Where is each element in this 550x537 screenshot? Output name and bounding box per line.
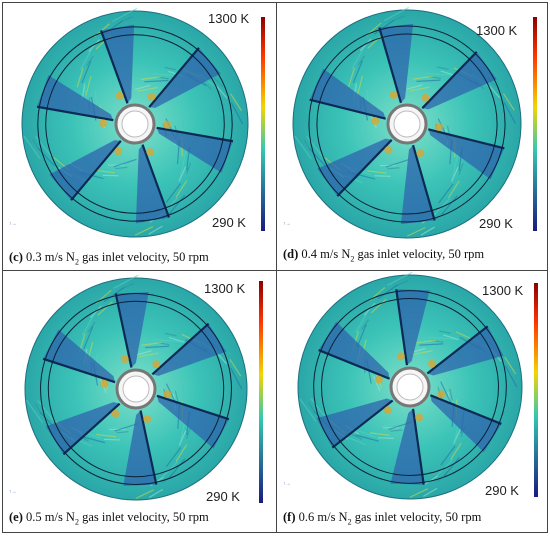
hot-spot <box>163 121 171 129</box>
caption-text-before: 0.4 m/s N <box>301 247 350 261</box>
hot-spot <box>164 390 172 398</box>
caption-text-after: gas inlet velocity, 50 rpm <box>79 510 209 524</box>
color-scale-bar <box>533 17 537 231</box>
caption-text-before: 0.5 m/s N <box>26 510 75 524</box>
hub-bore <box>123 376 149 402</box>
axis-triad-icon: ↑→ <box>283 481 291 487</box>
hot-spot <box>114 147 122 155</box>
scale-min-label: 290 K <box>485 483 519 498</box>
panel-d: 1300 K 290 K ↑→ (d) 0.4 m/s N2 gas inlet… <box>277 3 549 269</box>
panel-letter: (d) <box>283 247 298 261</box>
hot-spot <box>152 360 160 368</box>
hot-spot <box>121 355 129 363</box>
hot-spot <box>415 414 423 422</box>
hot-spot <box>390 91 398 99</box>
color-scale-bar <box>534 283 538 497</box>
hot-spot <box>146 148 154 156</box>
caption-text-after: gas inlet velocity, 50 rpm <box>352 510 482 524</box>
caption-text-before: 0.3 m/s N <box>26 250 75 264</box>
panel-caption: (d) 0.4 m/s N2 gas inlet velocity, 50 rp… <box>283 247 484 264</box>
hub-bore <box>122 111 148 137</box>
color-scale-bar <box>259 281 263 503</box>
caption-text-before: 0.6 m/s N <box>299 510 348 524</box>
hot-spot <box>397 352 405 360</box>
scale-max-label: 1300 K <box>204 281 245 296</box>
hot-spot <box>375 376 383 384</box>
hub-bore <box>394 111 420 137</box>
panel-f: 1300 K 290 K ↑→ (f) 0.6 m/s N2 gas inlet… <box>277 271 549 537</box>
scale-min-label: 290 K <box>206 489 240 504</box>
panel-c: 1300 K 290 K ↑→ (c) 0.3 m/s N2 gas inlet… <box>3 3 275 269</box>
hot-spot <box>371 117 379 125</box>
flow-streak <box>104 439 120 440</box>
hot-spot <box>100 380 108 388</box>
flow-streak <box>375 176 391 177</box>
panel-caption: (e) 0.5 m/s N2 gas inlet velocity, 50 rp… <box>9 510 209 527</box>
caption-text-after: gas inlet velocity, 50 rpm <box>79 250 209 264</box>
axis-triad-icon: ↑→ <box>283 221 291 227</box>
hot-spot <box>384 406 392 414</box>
scale-max-label: 1300 K <box>482 283 523 298</box>
hot-spot <box>148 93 156 101</box>
panel-caption: (f) 0.6 m/s N2 gas inlet velocity, 50 rp… <box>283 510 481 527</box>
hub-bore <box>397 374 423 400</box>
panel-letter: (e) <box>9 510 23 524</box>
hot-spot <box>143 415 151 423</box>
panel-e: 1300 K 290 K ↑→ (e) 0.5 m/s N2 gas inlet… <box>3 271 275 537</box>
scale-min-label: 290 K <box>479 216 513 231</box>
scale-max-label: 1300 K <box>476 23 517 38</box>
panel-letter: (c) <box>9 250 23 264</box>
flow-streak <box>103 175 119 176</box>
hot-spot <box>99 119 107 127</box>
hot-spot <box>112 410 120 418</box>
hot-spot <box>384 146 392 154</box>
panel-caption: (c) 0.3 m/s N2 gas inlet velocity, 50 rp… <box>9 250 209 267</box>
axis-triad-icon: ↑→ <box>9 489 17 495</box>
hot-spot <box>437 390 445 398</box>
hot-spot <box>435 123 443 131</box>
hot-spot <box>428 360 436 368</box>
color-scale-bar <box>261 17 265 231</box>
flow-streak <box>378 438 394 439</box>
panel-letter: (f) <box>283 510 296 524</box>
hot-spot <box>116 92 124 100</box>
hot-spot <box>422 94 430 102</box>
scale-min-label: 290 K <box>212 215 246 230</box>
caption-text-after: gas inlet velocity, 50 rpm <box>354 247 484 261</box>
scale-max-label: 1300 K <box>208 11 249 26</box>
axis-triad-icon: ↑→ <box>9 221 17 227</box>
hot-spot <box>416 149 424 157</box>
